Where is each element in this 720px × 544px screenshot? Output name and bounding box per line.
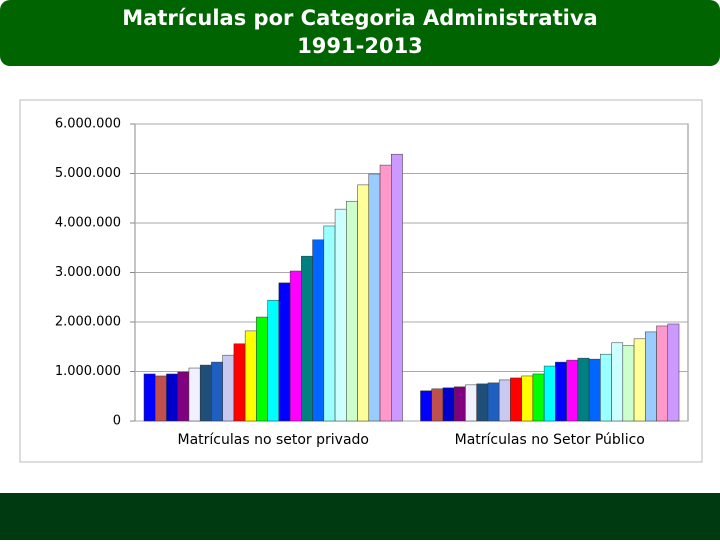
bar xyxy=(465,384,477,422)
bar xyxy=(487,382,500,422)
bar xyxy=(577,357,590,422)
bar xyxy=(334,208,347,422)
bar xyxy=(166,373,178,422)
x-tick-label: Matrículas no Setor Público xyxy=(455,432,645,448)
header-band xyxy=(0,0,720,66)
y-tick-label: 6.000.000 xyxy=(55,117,121,132)
bar xyxy=(379,164,392,422)
y-tick-label: 5.000.000 xyxy=(55,166,121,181)
bar xyxy=(154,375,167,422)
bar xyxy=(656,325,669,422)
bar xyxy=(256,316,268,422)
bar xyxy=(188,367,201,422)
bar xyxy=(543,365,556,422)
bar xyxy=(532,373,545,422)
bar xyxy=(199,364,212,422)
bar xyxy=(566,359,579,422)
bar xyxy=(667,323,680,422)
bar xyxy=(431,388,444,422)
bar xyxy=(211,361,223,422)
bar xyxy=(346,200,358,422)
y-tick-label: 3.000.000 xyxy=(55,265,121,280)
bar xyxy=(357,184,370,422)
bar xyxy=(600,353,612,422)
bar xyxy=(267,299,280,422)
bar xyxy=(312,239,325,422)
y-tick-label: 2.000.000 xyxy=(55,315,121,330)
bar xyxy=(521,375,534,422)
bar xyxy=(645,331,657,422)
bar xyxy=(453,386,466,422)
bar xyxy=(289,270,302,422)
x-tick-label: Matrículas no setor privado xyxy=(178,432,369,448)
bar xyxy=(177,371,190,422)
y-tick-label: 1.000.000 xyxy=(55,364,121,379)
bar xyxy=(476,383,489,422)
bar xyxy=(301,255,313,422)
chart-subtitle: 1991-2013 xyxy=(297,34,423,58)
bar xyxy=(420,390,432,422)
bar xyxy=(244,330,257,422)
y-tick-label: 0 xyxy=(113,414,121,429)
bar xyxy=(222,354,235,422)
bar xyxy=(588,358,601,422)
bar xyxy=(498,379,511,422)
bar xyxy=(622,345,635,422)
bar xyxy=(323,225,336,422)
bar xyxy=(442,387,455,422)
y-tick-label: 4.000.000 xyxy=(55,216,121,231)
bar xyxy=(278,282,291,422)
bar xyxy=(555,361,567,422)
bar xyxy=(510,377,522,422)
bar xyxy=(633,338,646,422)
bar xyxy=(233,343,246,422)
bar xyxy=(143,373,156,422)
chart-title: Matrículas por Categoria Administrativa xyxy=(122,6,597,30)
bar xyxy=(391,153,403,422)
bar xyxy=(368,173,381,422)
footer-band xyxy=(0,493,720,540)
bar xyxy=(611,342,624,422)
